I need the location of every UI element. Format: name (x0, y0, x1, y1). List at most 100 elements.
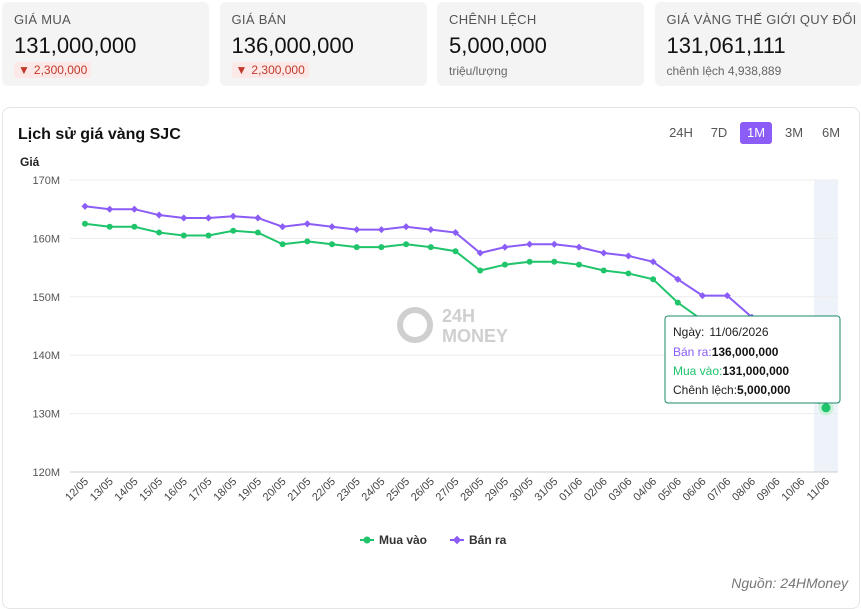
legend-label[interactable]: Bán ra (469, 533, 507, 547)
range-button[interactable]: 1M (747, 125, 765, 140)
x-tick-label: 05/06 (656, 476, 684, 504)
point (575, 244, 582, 251)
point (353, 226, 360, 233)
point (428, 244, 434, 250)
point (625, 252, 632, 259)
point (477, 268, 483, 274)
point (131, 206, 138, 213)
point (576, 262, 582, 268)
x-tick-label: 04/06 (631, 476, 659, 504)
x-tick-label: 01/06 (557, 476, 585, 504)
x-tick-label: 11/06 (805, 476, 832, 503)
point (601, 268, 607, 274)
watermark-text: MONEY (442, 326, 508, 346)
point (131, 224, 137, 230)
point (600, 249, 607, 256)
x-tick-label: 18/05 (211, 476, 239, 504)
x-tick-label: 27/05 (434, 476, 462, 504)
x-tick-label: 03/06 (607, 476, 635, 504)
x-tick-label: 26/05 (409, 476, 437, 504)
point (453, 248, 459, 254)
tooltip-text: 136,000,000 (712, 345, 779, 359)
y-axis-label: Giá (20, 155, 40, 169)
x-tick-label: 08/06 (730, 476, 758, 504)
point (378, 244, 384, 250)
x-tick-label: 29/05 (483, 476, 511, 504)
point (106, 206, 113, 213)
x-tick-label: 28/05 (458, 476, 486, 504)
x-tick-label: 16/05 (162, 476, 190, 504)
point (280, 241, 286, 247)
point (650, 276, 656, 282)
point (81, 203, 88, 210)
tooltip-text: 5,000,000 (737, 383, 791, 397)
point (156, 230, 162, 236)
point (304, 238, 310, 244)
y-tick-label: 130M (32, 409, 60, 421)
x-tick-label: 20/05 (261, 476, 289, 504)
tooltip-row: Mua vào:131,000,000 (673, 364, 789, 378)
x-tick-label: 13/05 (88, 476, 116, 504)
x-tick-label: 25/05 (384, 476, 412, 504)
point (107, 224, 113, 230)
tooltip-row: Chênh lệch:5,000,000 (673, 383, 791, 397)
point (180, 214, 187, 221)
point (675, 300, 681, 306)
point (403, 223, 410, 230)
legend-marker (364, 537, 371, 544)
tooltip: Ngày:11/06/2026 Bán ra:136,000,000 Mua vào… (665, 316, 840, 403)
x-tick-label: 19/05 (236, 476, 264, 504)
x-tick-label: 21/05 (285, 476, 313, 504)
y-tick-label: 120M (32, 467, 60, 479)
tooltip-text: Mua vào: (673, 364, 722, 378)
point (328, 223, 335, 230)
point (279, 223, 286, 230)
x-tick-label: 23/05 (335, 476, 363, 504)
tooltip-text: 131,000,000 (722, 364, 789, 378)
point (378, 226, 385, 233)
point (551, 259, 557, 265)
x-tick-label: 06/06 (681, 476, 709, 504)
tooltip-row: Bán ra:136,000,000 (673, 345, 779, 359)
point (526, 241, 533, 248)
point (820, 402, 832, 414)
watermark-text: 24H (442, 306, 475, 326)
point (230, 213, 237, 220)
point (551, 241, 558, 248)
x-tick-label: 17/05 (187, 476, 215, 504)
tooltip-row: Ngày:11/06/2026 (673, 325, 769, 339)
range-button[interactable]: 7D (711, 125, 728, 140)
source: Nguồn: 24HMoney (731, 575, 849, 591)
range-button[interactable]: 24H (669, 125, 693, 140)
watermark-icon (400, 310, 430, 340)
range-button[interactable]: 3M (785, 125, 803, 140)
y-tick-label: 170M (32, 175, 60, 187)
x-tick-label: 14/05 (113, 476, 141, 504)
point (304, 220, 311, 227)
tooltip-text: Ngày: (673, 325, 704, 339)
legend-marker (453, 536, 461, 544)
point (527, 259, 533, 265)
x-tick-label: 30/05 (508, 476, 536, 504)
x-tick-label: 15/05 (137, 476, 165, 504)
range-button[interactable]: 6M (822, 125, 840, 140)
point (206, 232, 212, 238)
point (501, 244, 508, 251)
point (254, 214, 261, 221)
point (403, 241, 409, 247)
point (181, 232, 187, 238)
point (255, 230, 261, 236)
tooltip-text: Bán ra: (673, 345, 712, 359)
legend-label[interactable]: Mua vào (379, 533, 427, 547)
point (329, 241, 335, 247)
x-tick-label: 12/05 (63, 476, 91, 504)
x-tick-label: 24/05 (360, 476, 388, 504)
x-tick-label: 02/06 (582, 476, 610, 504)
x-tick-label: 10/06 (779, 476, 807, 504)
chart-title: Lịch sử giá vàng SJC (18, 126, 181, 143)
point (205, 214, 212, 221)
point (427, 226, 434, 233)
point (354, 244, 360, 250)
